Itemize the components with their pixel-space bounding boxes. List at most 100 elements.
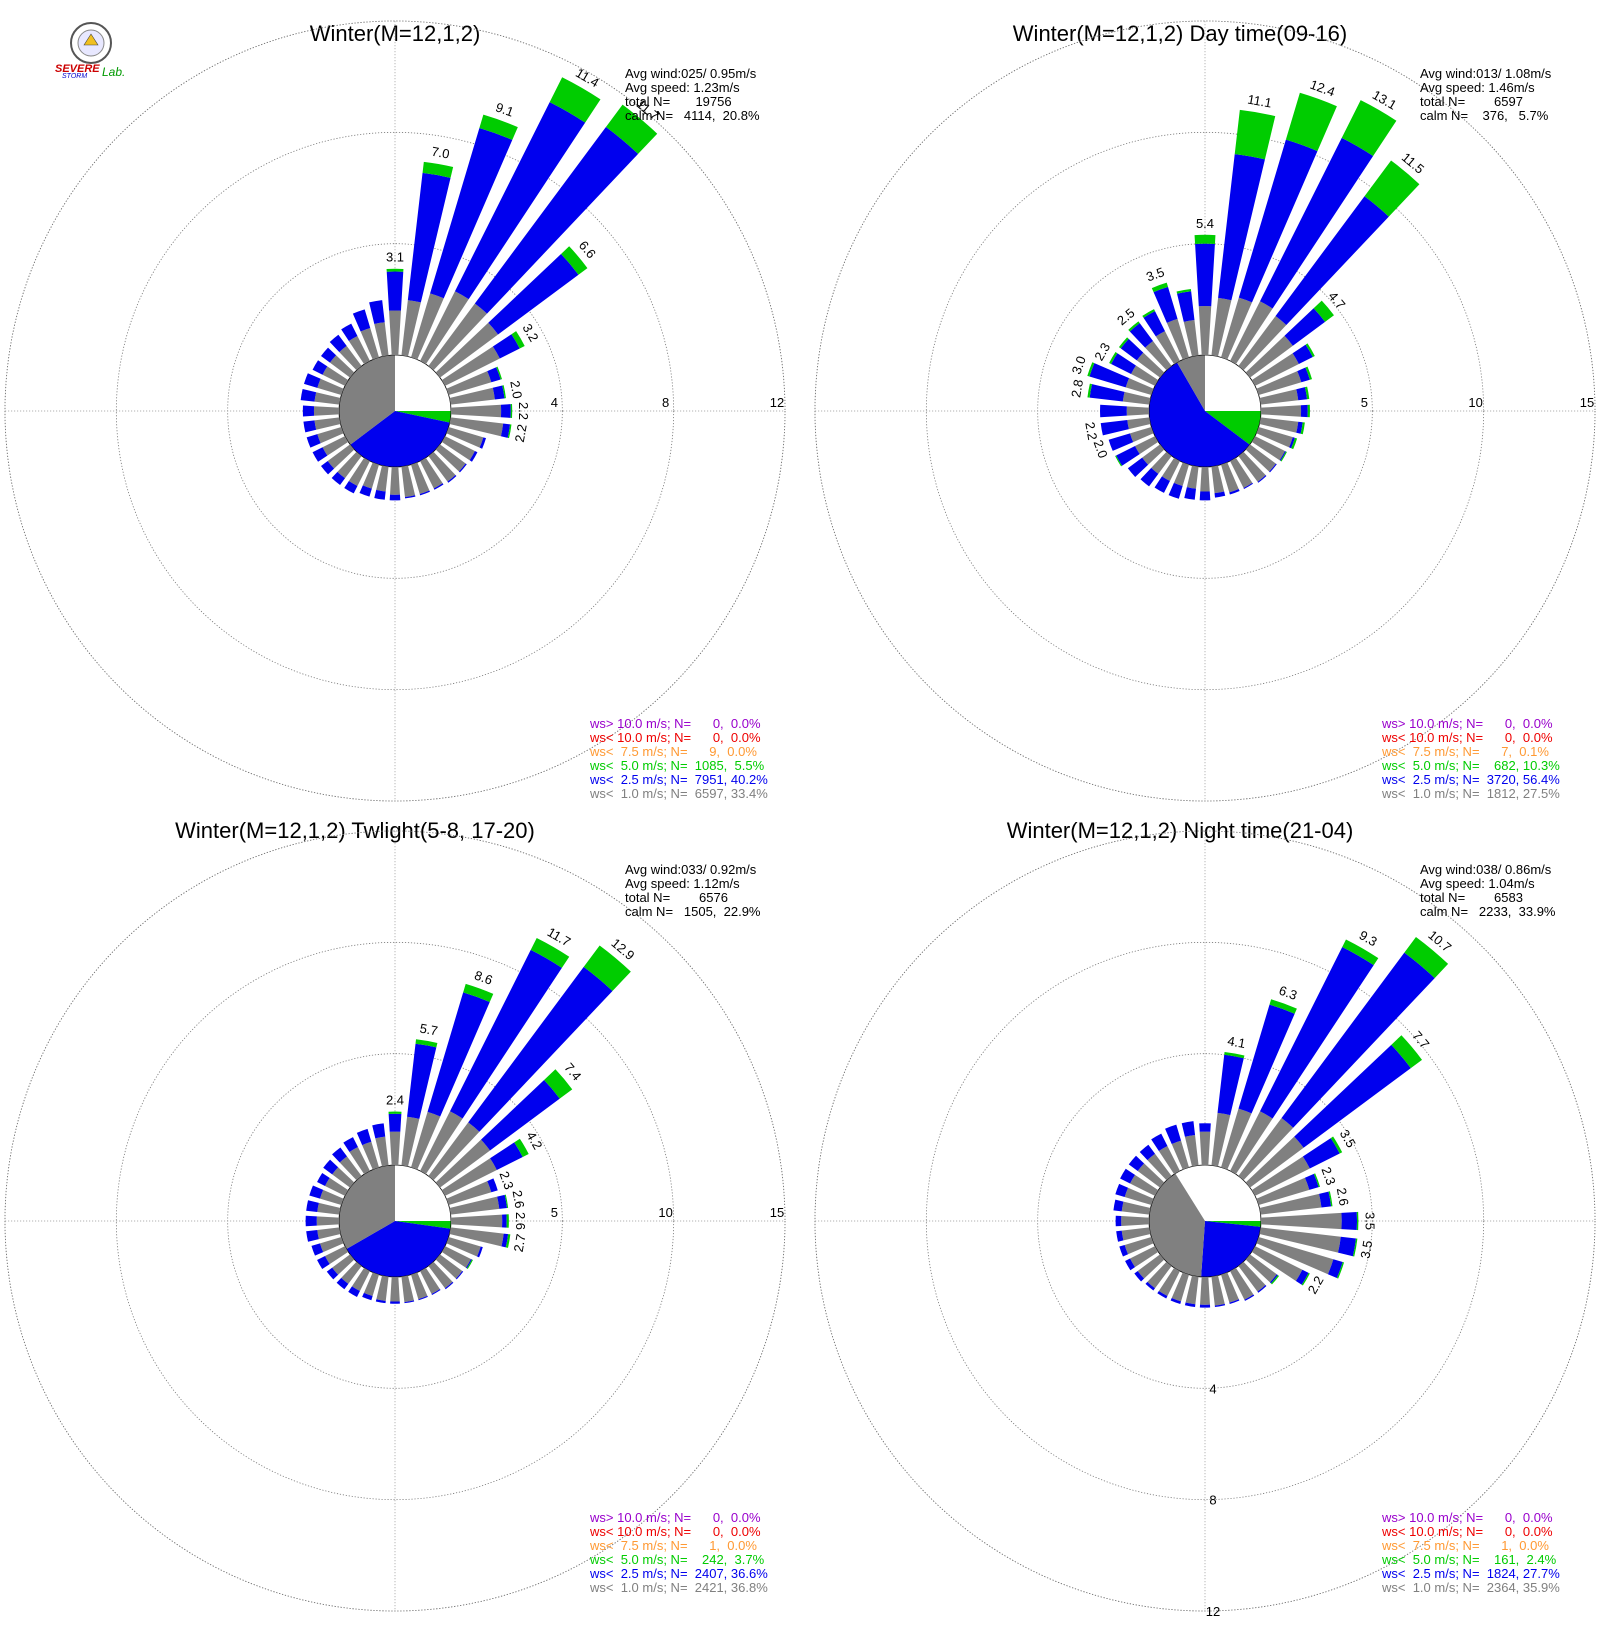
bar-value-label: 2.2 xyxy=(516,402,531,420)
bar-slow-segment xyxy=(433,483,444,490)
bar-calm-segment xyxy=(1185,1275,1199,1305)
ring-label: 10 xyxy=(658,1205,672,1220)
bar-moderate-segment xyxy=(1391,1035,1423,1069)
bar-slow-segment xyxy=(331,471,346,486)
bar-slow-segment xyxy=(1195,243,1215,307)
bar-calm-segment xyxy=(1130,1174,1159,1196)
bar-slow-segment xyxy=(306,434,321,448)
bar-calm-segment xyxy=(1256,426,1293,448)
bar-slow-segment xyxy=(312,447,328,462)
bar-calm-segment xyxy=(1230,301,1273,365)
bar-calm-segment xyxy=(1245,335,1293,378)
bar-moderate-segment xyxy=(1307,404,1310,418)
bar-moderate-segment xyxy=(1087,383,1093,398)
wind-rose-panel: Winter(M=12,1,2)4 8 123.17.09.111.411.76.6… xyxy=(4,20,786,802)
bar-moderate-segment xyxy=(1342,939,1379,966)
wind-rose-panel: Winter(M=12,1,2) Day time(09-16) 5 10 15 5.4… xyxy=(814,20,1596,802)
bar-calm-segment xyxy=(428,451,456,482)
bar-calm-segment xyxy=(325,1246,349,1265)
calm-pie-green xyxy=(395,411,451,423)
bar-slow-segment xyxy=(1199,491,1211,501)
logo-star-icon xyxy=(83,33,99,46)
bar-moderate-segment xyxy=(1313,300,1334,322)
bar-slow-segment xyxy=(1214,1303,1226,1308)
bar-calm-segment xyxy=(390,466,400,495)
bar-calm-segment xyxy=(376,1275,389,1301)
bar-calm-segment xyxy=(446,1181,492,1206)
bar-calm-segment xyxy=(319,1189,344,1206)
calm-pie-gray xyxy=(338,1165,395,1249)
bar-value-label: 2.3 xyxy=(1318,1165,1338,1187)
bar-calm-segment xyxy=(1147,1153,1172,1181)
bar-calm-segment xyxy=(1125,378,1154,396)
bar-calm-segment xyxy=(332,1167,355,1188)
bar-value-label: 3.0 xyxy=(1069,354,1089,376)
bar-moderate-segment xyxy=(496,366,503,380)
bar-slow-segment xyxy=(1257,475,1267,483)
legend-entry: ws> 10.0 m/s; N= 0, 0.0% xyxy=(1381,716,1553,731)
stats-line: Avg wind:013/ 1.08m/s xyxy=(1420,66,1552,81)
bar-calm-segment xyxy=(362,462,380,489)
bar-calm-segment xyxy=(339,1156,362,1181)
bar-moderate-segment xyxy=(1115,455,1122,467)
bar-value-label: 12.4 xyxy=(1308,77,1337,100)
bar-moderate-segment xyxy=(1269,999,1297,1014)
bar-moderate-segment xyxy=(1301,1272,1310,1286)
bar-slow-segment xyxy=(341,323,358,342)
wind-rose-panel: Winter(M=12,1,2) Night time(21-04) 4 8 12 4.… xyxy=(814,818,1596,1619)
bar-slow-segment xyxy=(419,490,430,496)
ring-label: 5 xyxy=(1361,395,1368,410)
bar-slow-segment xyxy=(1319,1191,1332,1208)
bar-calm-segment xyxy=(374,322,389,357)
bar-slow-segment xyxy=(1089,363,1130,388)
bar-slow-segment xyxy=(501,1233,509,1248)
bar-calm-segment xyxy=(1186,465,1199,489)
legend-entry: ws< 5.0 m/s; N= 242, 3.7% xyxy=(589,1552,765,1567)
bar-slow-segment xyxy=(323,1159,339,1175)
bar-moderate-segment xyxy=(1194,234,1216,244)
bar-calm-segment xyxy=(1259,1227,1341,1253)
bar-moderate-segment xyxy=(1330,1136,1343,1154)
stats-line: Avg speed: 1.04m/s xyxy=(1420,876,1535,891)
bar-value-label: 3.5 xyxy=(1337,1127,1359,1150)
bar-moderate-segment xyxy=(1364,160,1420,217)
bar-calm-segment xyxy=(1256,1236,1334,1275)
bar-calm-segment xyxy=(1147,1261,1172,1289)
bar-slow-segment xyxy=(1184,487,1197,500)
bar-slow-segment xyxy=(1238,139,1318,303)
bar-slow-segment xyxy=(500,423,511,438)
bar-calm-segment xyxy=(435,322,499,378)
bar-calm-segment xyxy=(410,1272,428,1300)
bar-moderate-segment xyxy=(510,404,513,418)
bar-slow-segment xyxy=(311,1243,324,1256)
calm-pie-white xyxy=(1175,1165,1261,1221)
bar-calm-segment xyxy=(1155,331,1180,365)
bar-slow-segment xyxy=(458,463,467,473)
legend-entry: ws< 7.5 m/s; N= 9, 0.0% xyxy=(589,744,757,759)
bar-moderate-segment xyxy=(549,77,601,123)
bar-moderate-segment xyxy=(463,983,494,1003)
bar-slow-segment xyxy=(1139,1144,1156,1161)
bar-slow-segment xyxy=(1127,457,1149,478)
bar-value-label: 2.2 xyxy=(512,423,530,443)
bar-slow-segment xyxy=(372,1123,386,1139)
bar-value-label: 3.5 xyxy=(1362,1212,1377,1230)
stats-line: Avg speed: 1.46m/s xyxy=(1420,80,1535,95)
bar-slow-segment xyxy=(1157,1290,1168,1299)
bar-calm-segment xyxy=(1130,1246,1159,1268)
bar-slow-segment xyxy=(1115,1215,1122,1227)
stats-line: calm N= 1505, 22.9% xyxy=(625,904,761,919)
bar-slow-segment xyxy=(444,1281,454,1290)
bar-calm-segment xyxy=(1199,1131,1211,1166)
bar-moderate-segment xyxy=(502,385,506,399)
bar-slow-segment xyxy=(312,360,328,375)
bar-slow-segment xyxy=(375,1299,386,1304)
stats-line: Avg wind:033/ 0.92m/s xyxy=(625,862,757,877)
bar-moderate-segment xyxy=(386,268,404,272)
bar-calm-segment xyxy=(316,1216,340,1226)
bar-slow-segment xyxy=(487,1178,498,1193)
bar-calm-segment xyxy=(410,1111,441,1170)
bar-value-label: 4.2 xyxy=(523,1129,545,1152)
legend-entry: ws> 10.0 m/s; N= 0, 0.0% xyxy=(589,716,761,731)
ring-label: 4 xyxy=(551,395,558,410)
